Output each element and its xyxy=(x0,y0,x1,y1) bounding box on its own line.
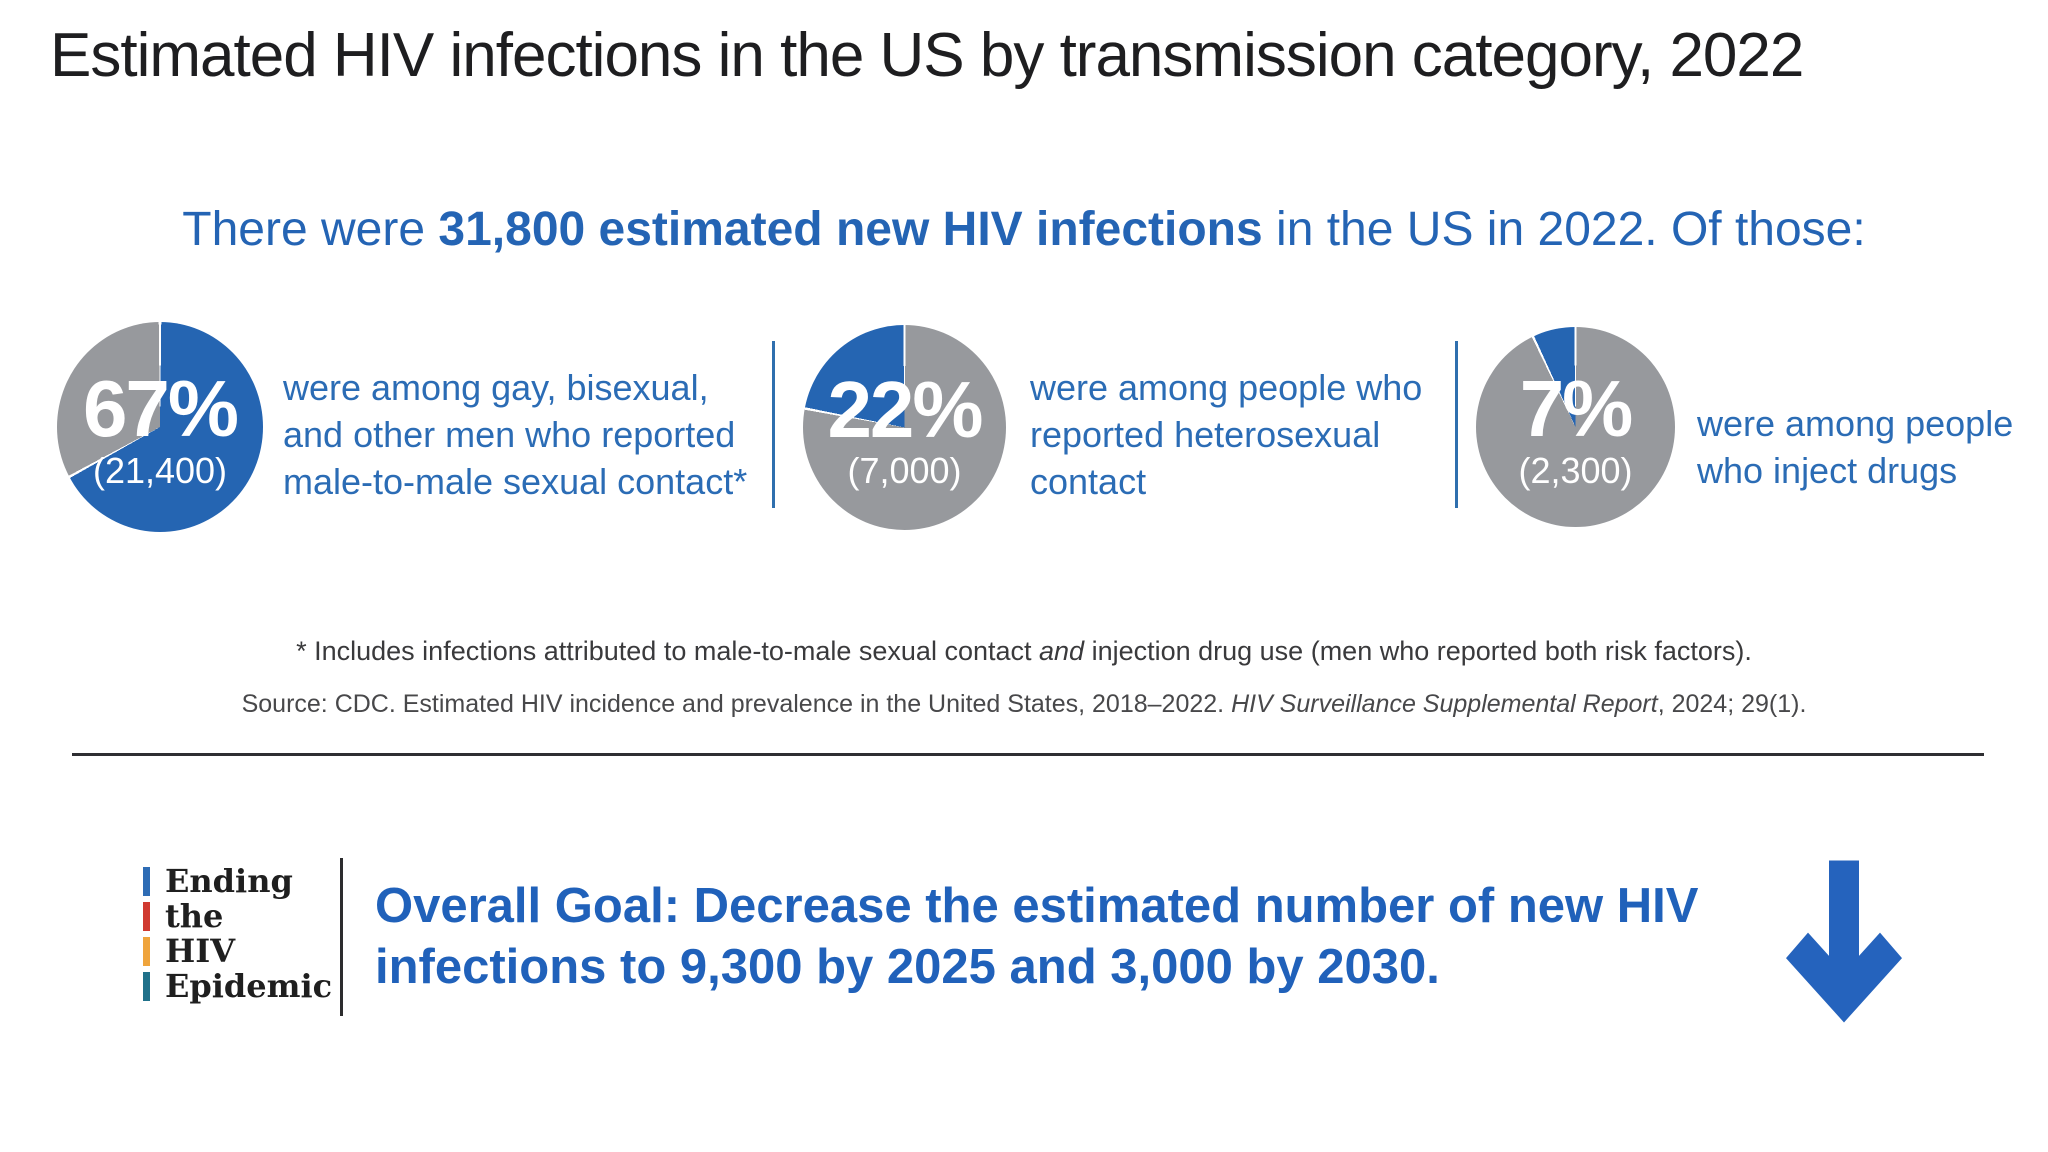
logo-bar-blue xyxy=(143,867,150,896)
source-citation: Source: CDC. Estimated HIV incidence and… xyxy=(0,690,2048,719)
section-divider xyxy=(1455,341,1458,508)
headline-total: 31,800 estimated new HIV infections xyxy=(438,203,1263,256)
pie-count: (7,000) xyxy=(847,450,962,492)
logo-divider xyxy=(340,858,343,1016)
overall-goal: Overall Goal: Decrease the estimated num… xyxy=(375,876,1745,998)
logo-bar-teal xyxy=(143,972,150,1001)
footnote-post: injection drug use (men who reported bot… xyxy=(1084,636,1752,666)
description-line: were among people xyxy=(1697,403,2014,444)
pie-description-heterosexual: were among people who reported heterosex… xyxy=(1030,364,1422,505)
logo-text: Ending xyxy=(165,862,293,900)
source-pre: Source: CDC. Estimated HIV incidence and… xyxy=(241,690,1232,718)
description-line: and other men who reported xyxy=(283,414,736,455)
section-divider xyxy=(772,341,775,508)
footnote: * Includes infections attributed to male… xyxy=(0,636,2048,667)
logo-text: Epidemic xyxy=(165,967,333,1005)
pie-percent: 67% xyxy=(82,364,239,454)
pie-count: (2,300) xyxy=(1518,449,1633,491)
logo-row: Ending xyxy=(143,864,332,899)
pie-percent: 22% xyxy=(827,364,983,454)
goal-text: Decrease the estimated number of new HIV… xyxy=(375,879,1699,994)
headline-post: in the US in 2022. Of those: xyxy=(1262,203,1866,256)
footnote-italic: and xyxy=(1039,636,1085,666)
pie-description-inject-drugs: were among people who inject drugs xyxy=(1697,400,2013,494)
logo-bar-red xyxy=(143,902,150,931)
pie-count: (21,400) xyxy=(92,449,228,491)
description-line: were among gay, bisexual, xyxy=(283,367,709,408)
pie-chart-inject-drugs: 7% (2,300) xyxy=(1476,327,1675,527)
down-arrow-icon xyxy=(1786,860,1902,1023)
page-title: Estimated HIV infections in the US by tr… xyxy=(50,21,1804,90)
logo-row: Epidemic xyxy=(143,969,332,1004)
description-line: contact xyxy=(1030,461,1147,502)
footnote-pre: * Includes infections attributed to male… xyxy=(296,636,1039,666)
divider-line xyxy=(72,753,1984,756)
logo-row: HIV xyxy=(143,934,332,969)
description-line: reported heterosexual xyxy=(1030,414,1381,455)
description-line: who inject drugs xyxy=(1697,450,1958,491)
logo-bar-yellow xyxy=(143,937,150,966)
headline-pre: There were xyxy=(182,203,439,256)
goal-label: Overall Goal: xyxy=(375,879,681,933)
description-line: male-to-male sexual contact* xyxy=(283,461,748,502)
headline: There were 31,800 estimated new HIV infe… xyxy=(0,202,2048,257)
logo-text: HIV xyxy=(165,932,236,970)
description-line: were among people who xyxy=(1030,367,1423,408)
pie-chart-msm: 67% (21,400) xyxy=(57,322,263,532)
source-post: , 2024; 29(1). xyxy=(1657,690,1807,718)
pie-chart-heterosexual: 22% (7,000) xyxy=(803,325,1006,530)
logo-row: the xyxy=(143,899,332,934)
ehe-logo: Ending the HIV Epidemic xyxy=(143,864,332,1004)
logo-text: the xyxy=(165,897,224,935)
source-italic: HIV Surveillance Supplemental Report xyxy=(1231,690,1658,718)
pie-description-msm: were among gay, bisexual, and other men … xyxy=(283,364,747,505)
pie-percent: 7% xyxy=(1519,364,1634,454)
